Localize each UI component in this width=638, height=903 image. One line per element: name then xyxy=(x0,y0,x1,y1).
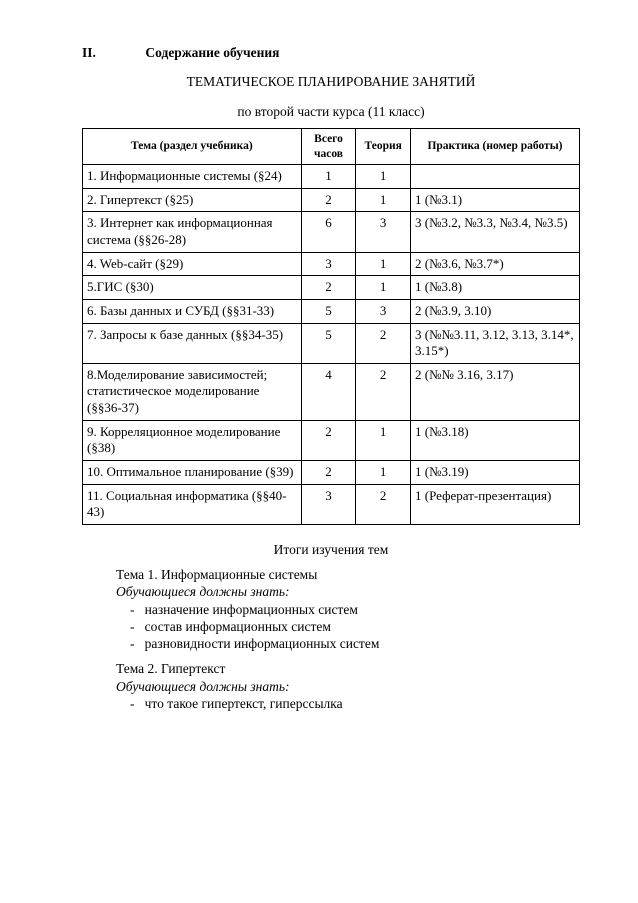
cell-topic: 9. Корреляционное моделирование (§38) xyxy=(83,420,302,460)
col-practice: Практика (номер работы) xyxy=(411,128,580,164)
cell-theory: 1 xyxy=(356,188,411,212)
theme-title: Тема 1. Информационные системы xyxy=(116,566,580,583)
cell-hours: 5 xyxy=(301,323,356,363)
table-row: 2. Гипертекст (§25)211 (№3.1) xyxy=(83,188,580,212)
theme-item: что такое гипертекст, гиперссылка xyxy=(130,695,580,712)
section-heading: II. Содержание обучения xyxy=(82,44,580,61)
theme-item: назначение информационных систем xyxy=(130,601,580,618)
cell-hours: 2 xyxy=(301,276,356,300)
theme-subtitle: Обучающиеся должны знать: xyxy=(116,678,580,695)
results-heading: Итоги изучения тем xyxy=(82,541,580,558)
cell-theory: 1 xyxy=(356,252,411,276)
cell-topic: 3. Интернет как информационная система (… xyxy=(83,212,302,252)
cell-hours: 6 xyxy=(301,212,356,252)
cell-hours: 2 xyxy=(301,460,356,484)
cell-topic: 8.Моделирование зависимостей; статистиче… xyxy=(83,363,302,420)
cell-practice: 3 (№№3.11, 3.12, 3.13, 3.14*, 3.15*) xyxy=(411,323,580,363)
table-row: 5.ГИС (§30)211 (№3.8) xyxy=(83,276,580,300)
cell-practice xyxy=(411,165,580,189)
cell-hours: 2 xyxy=(301,188,356,212)
cell-theory: 1 xyxy=(356,165,411,189)
subtitle-1: ТЕМАТИЧЕСКОЕ ПЛАНИРОВАНИЕ ЗАНЯТИЙ xyxy=(82,73,580,90)
cell-hours: 3 xyxy=(301,484,356,524)
cell-hours: 1 xyxy=(301,165,356,189)
cell-topic: 2. Гипертекст (§25) xyxy=(83,188,302,212)
cell-topic: 7. Запросы к базе данных (§§34-35) xyxy=(83,323,302,363)
table-row: 11. Социальная информатика (§§40-43)321 … xyxy=(83,484,580,524)
cell-theory: 2 xyxy=(356,484,411,524)
table-row: 8.Моделирование зависимостей; статистиче… xyxy=(83,363,580,420)
cell-practice: 1 (№3.8) xyxy=(411,276,580,300)
cell-theory: 2 xyxy=(356,363,411,420)
theme-item: состав информационных систем xyxy=(130,618,580,635)
cell-hours: 5 xyxy=(301,299,356,323)
table-row: 4. Web-сайт (§29)312 (№3.6, №3.7*) xyxy=(83,252,580,276)
theme-items: назначение информационных системсостав и… xyxy=(116,601,580,653)
theme-subtitle: Обучающиеся должны знать: xyxy=(116,583,580,600)
table-row: 7. Запросы к базе данных (§§34-35)523 (№… xyxy=(83,323,580,363)
cell-practice: 1 (№3.1) xyxy=(411,188,580,212)
table-header-row: Тема (раздел учебника) Всего часов Теори… xyxy=(83,128,580,164)
cell-topic: 10. Оптимальное планирование (§39) xyxy=(83,460,302,484)
table-row: 9. Корреляционное моделирование (§38)211… xyxy=(83,420,580,460)
col-hours: Всего часов xyxy=(301,128,356,164)
cell-hours: 4 xyxy=(301,363,356,420)
subtitle-2: по второй части курса (11 класс) xyxy=(82,103,580,120)
cell-theory: 1 xyxy=(356,276,411,300)
section-number: II. xyxy=(82,44,142,61)
section-title: Содержание обучения xyxy=(145,45,279,60)
table-row: 10. Оптимальное планирование (§39)211 (№… xyxy=(83,460,580,484)
theme-block: Тема 1. Информационные системыОбучающиес… xyxy=(116,566,580,652)
cell-theory: 2 xyxy=(356,323,411,363)
table-row: 6. Базы данных и СУБД (§§31-33)532 (№3.9… xyxy=(83,299,580,323)
cell-hours: 2 xyxy=(301,420,356,460)
cell-practice: 3 (№3.2, №3.3, №3.4, №3.5) xyxy=(411,212,580,252)
cell-hours: 3 xyxy=(301,252,356,276)
cell-topic: 4. Web-сайт (§29) xyxy=(83,252,302,276)
theme-items: что такое гипертекст, гиперссылка xyxy=(116,695,580,712)
cell-topic: 5.ГИС (§30) xyxy=(83,276,302,300)
curriculum-table: Тема (раздел учебника) Всего часов Теори… xyxy=(82,128,580,525)
col-theory: Теория xyxy=(356,128,411,164)
table-row: 3. Интернет как информационная система (… xyxy=(83,212,580,252)
theme-block: Тема 2. ГипертекстОбучающиеся должны зна… xyxy=(116,660,580,712)
cell-theory: 1 xyxy=(356,420,411,460)
cell-theory: 3 xyxy=(356,299,411,323)
theme-title: Тема 2. Гипертекст xyxy=(116,660,580,677)
cell-topic: 6. Базы данных и СУБД (§§31-33) xyxy=(83,299,302,323)
cell-theory: 3 xyxy=(356,212,411,252)
cell-theory: 1 xyxy=(356,460,411,484)
col-topic: Тема (раздел учебника) xyxy=(83,128,302,164)
cell-practice: 1 (№3.19) xyxy=(411,460,580,484)
cell-practice: 1 (№3.18) xyxy=(411,420,580,460)
cell-topic: 11. Социальная информатика (§§40-43) xyxy=(83,484,302,524)
theme-item: разновидности информационных систем xyxy=(130,635,580,652)
cell-practice: 2 (№3.9, 3.10) xyxy=(411,299,580,323)
cell-practice: 1 (Реферат-презентация) xyxy=(411,484,580,524)
cell-practice: 2 (№3.6, №3.7*) xyxy=(411,252,580,276)
cell-practice: 2 (№№ 3.16, 3.17) xyxy=(411,363,580,420)
table-row: 1. Информационные системы (§24)11 xyxy=(83,165,580,189)
cell-topic: 1. Информационные системы (§24) xyxy=(83,165,302,189)
